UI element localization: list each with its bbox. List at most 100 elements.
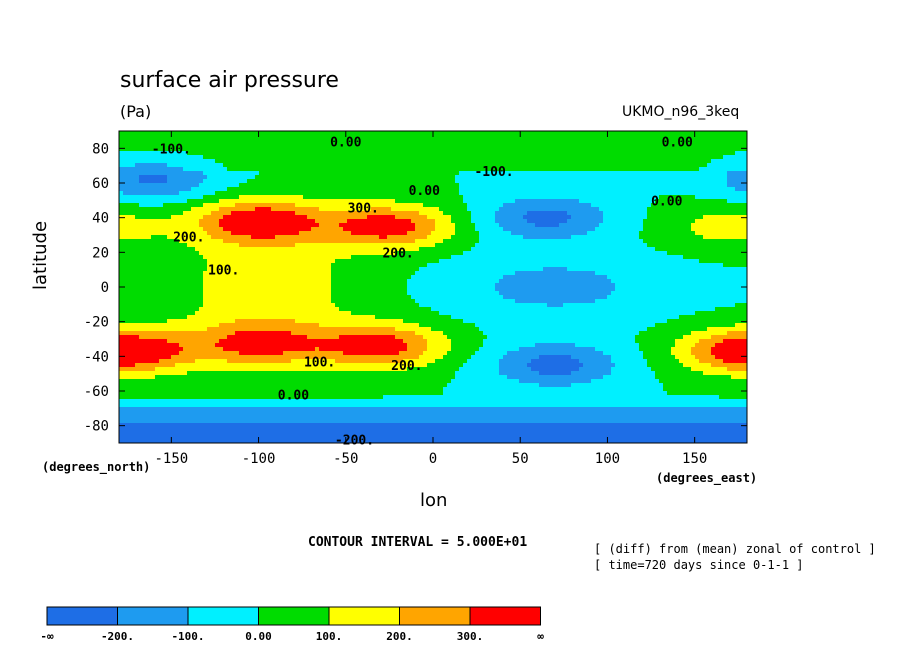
field-cell [195, 279, 200, 284]
field-cell [215, 151, 220, 156]
field-cell [139, 303, 144, 308]
field-cell [203, 307, 208, 312]
field-cell [263, 399, 268, 404]
field-cell [235, 139, 240, 144]
field-cell [187, 151, 192, 156]
field-cell [271, 131, 276, 136]
field-cell [183, 235, 188, 240]
field-cell [195, 335, 200, 340]
field-cell [335, 139, 340, 144]
field-cell [215, 319, 220, 324]
field-cell [359, 155, 364, 160]
field-cell [175, 383, 180, 388]
field-cell [311, 199, 316, 204]
field-cell [139, 291, 144, 296]
field-cell [327, 131, 332, 136]
field-cell [163, 295, 168, 300]
field-cell [323, 147, 328, 152]
field-cell [343, 335, 348, 340]
field-cell [263, 275, 268, 280]
field-cell [351, 435, 356, 440]
field-cell [239, 131, 244, 136]
field-cell [195, 311, 200, 316]
field-cell [167, 387, 172, 392]
field-cell [143, 155, 148, 160]
field-cell [239, 159, 244, 164]
field-cell [359, 171, 364, 176]
field-cell [119, 319, 124, 324]
field-cell [355, 143, 360, 148]
field-cell [311, 423, 316, 428]
field-cell [159, 435, 164, 440]
field-cell [351, 263, 356, 268]
field-cell [347, 351, 352, 356]
field-cell [271, 147, 276, 152]
field-cell [155, 235, 160, 240]
field-cell [215, 239, 220, 244]
field-cell [215, 415, 220, 420]
field-cell [195, 175, 200, 180]
field-cell [259, 251, 264, 256]
field-cell [139, 139, 144, 144]
field-cell [191, 231, 196, 236]
field-cell [279, 223, 284, 228]
field-cell [259, 291, 264, 296]
field-cell [287, 151, 292, 156]
field-cell [147, 363, 152, 368]
field-cell [215, 339, 220, 344]
field-cell [227, 251, 232, 256]
field-cell [319, 191, 324, 196]
field-cell [223, 291, 228, 296]
field-cell [263, 339, 268, 344]
field-cell [255, 159, 260, 164]
field-cell [187, 427, 192, 432]
field-cell [331, 243, 336, 248]
field-cell [287, 295, 292, 300]
field-cell [339, 179, 344, 184]
field-cell [231, 247, 236, 252]
field-cell [291, 219, 296, 224]
field-cell [183, 291, 188, 296]
field-cell [275, 299, 280, 304]
field-cell [275, 367, 280, 372]
field-cell [243, 271, 248, 276]
field-cell [355, 427, 360, 432]
field-cell [359, 163, 364, 168]
field-cell [227, 203, 232, 208]
field-cell [307, 283, 312, 288]
field-cell [131, 135, 136, 140]
field-cell [211, 331, 216, 336]
field-cell [143, 239, 148, 244]
field-cell [119, 359, 124, 364]
field-cell [139, 135, 144, 140]
field-cell [159, 371, 164, 376]
field-cell [139, 411, 144, 416]
field-cell [123, 147, 128, 152]
field-cell [307, 311, 312, 316]
field-cell [227, 219, 232, 224]
field-cell [235, 295, 240, 300]
field-cell [279, 391, 284, 396]
field-cell [179, 355, 184, 360]
field-cell [167, 155, 172, 160]
x-axis-units: (degrees_east) [656, 471, 758, 485]
field-cell [263, 211, 268, 216]
field-cell [135, 219, 140, 224]
field-cell [287, 383, 292, 388]
field-cell [339, 307, 344, 312]
field-cell [267, 239, 272, 244]
field-cell [355, 183, 360, 188]
field-cell [291, 179, 296, 184]
field-cell [347, 383, 352, 388]
field-cell [287, 147, 292, 152]
field-cell [167, 351, 172, 356]
field-cell [143, 199, 148, 204]
field-cell [123, 419, 128, 424]
field-cell [319, 387, 324, 392]
field-cell [371, 159, 376, 164]
field-cell [147, 419, 152, 424]
field-cell [131, 235, 136, 240]
field-cell [351, 375, 356, 380]
field-cell [223, 359, 228, 364]
field-cell [291, 331, 296, 336]
